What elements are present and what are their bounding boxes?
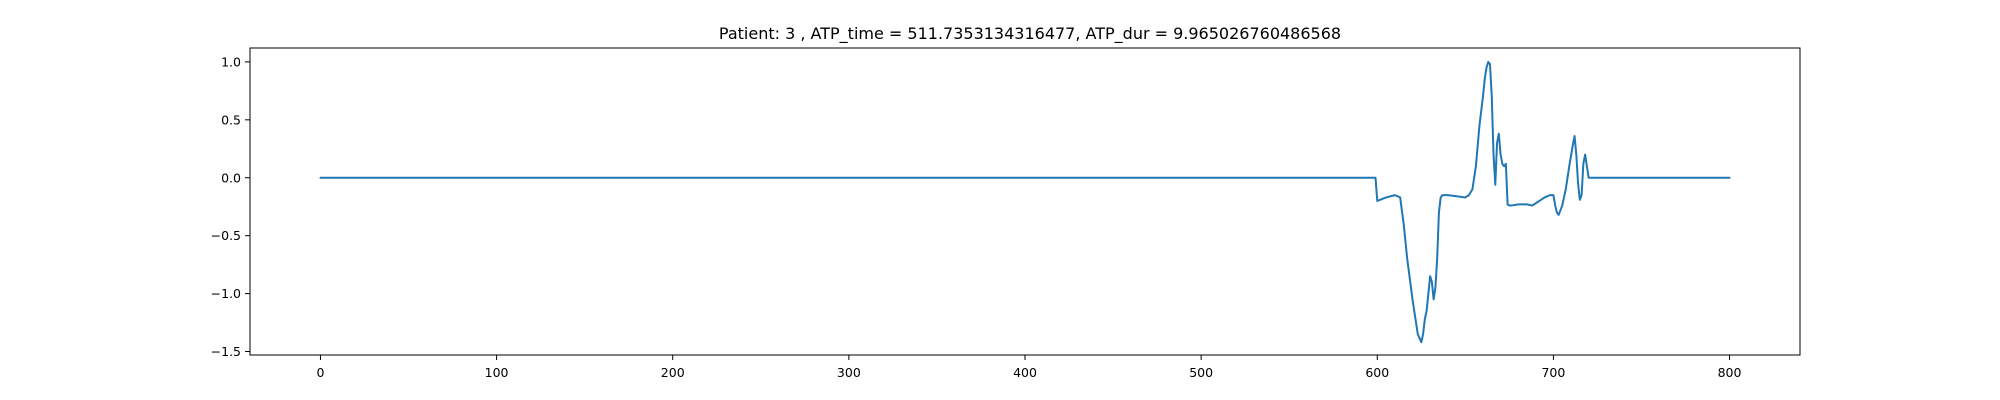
y-tick-label: 1.0 bbox=[221, 54, 241, 69]
x-tick-label: 800 bbox=[1718, 365, 1742, 380]
y-tick-label: 0.5 bbox=[221, 112, 241, 127]
x-tick-label: 500 bbox=[1189, 365, 1213, 380]
x-tick-label: 400 bbox=[1013, 365, 1037, 380]
x-axis: 0 100 200 300 400 500 600 700 800 bbox=[316, 355, 1742, 380]
x-tick-label: 100 bbox=[485, 365, 509, 380]
plot-area-frame bbox=[249, 47, 1801, 356]
y-tick-label: −1.0 bbox=[211, 286, 241, 301]
y-axis: 1.0 0.5 0.0 −0.5 −1.0 −1.5 bbox=[211, 54, 250, 359]
x-tick-label: 700 bbox=[1541, 365, 1565, 380]
series-line bbox=[319, 60, 1731, 344]
x-tick-label: 0 bbox=[316, 365, 324, 380]
series-layer bbox=[319, 60, 1731, 344]
x-tick-label: 600 bbox=[1365, 365, 1389, 380]
x-tick-label: 200 bbox=[661, 365, 685, 380]
x-tick-label: 300 bbox=[837, 365, 861, 380]
y-tick-label: −1.5 bbox=[211, 344, 241, 359]
chart-title: Patient: 3 , ATP_time = 511.735313431647… bbox=[719, 24, 1341, 44]
y-tick-label: −0.5 bbox=[211, 228, 241, 243]
y-tick-label: 0.0 bbox=[221, 170, 241, 185]
